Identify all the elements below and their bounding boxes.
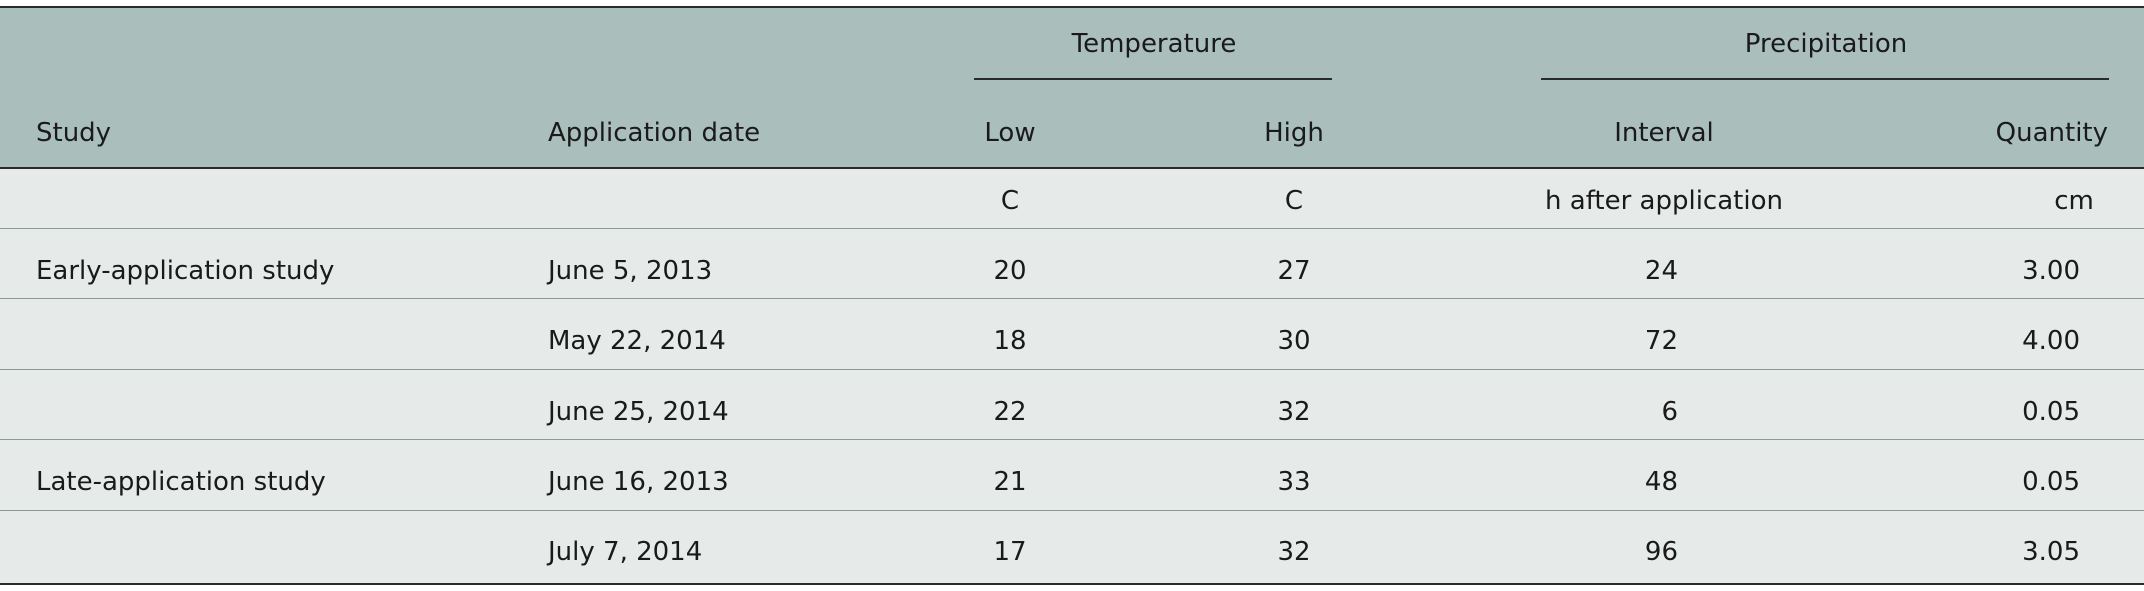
temperature-spanner-rule [974, 78, 1332, 80]
group-header-temperature: Temperature [1071, 29, 1237, 59]
table-bottom-rule [0, 583, 2144, 585]
column-header-application-date: Application date [548, 118, 761, 148]
cell-quantity: 3.05 [2022, 537, 2080, 567]
cell-interval: 24 [1644, 256, 1678, 286]
cell-low: 22 [993, 397, 1027, 427]
column-header-quantity: Quantity [1995, 118, 2108, 148]
cell-high: 33 [1277, 467, 1311, 497]
header-bottom-rule [0, 167, 2144, 169]
row-divider [0, 439, 2144, 440]
cell-high: 27 [1277, 256, 1311, 286]
cell-study: Late-application study [36, 467, 326, 497]
row-divider [0, 369, 2144, 370]
cell-date: June 16, 2013 [548, 467, 729, 497]
cell-high: 32 [1277, 397, 1311, 427]
cell-low: 18 [993, 326, 1027, 356]
cell-interval: 48 [1644, 467, 1678, 497]
row-divider [0, 298, 2144, 299]
cell-quantity: 0.05 [2022, 397, 2080, 427]
cell-interval: 96 [1644, 537, 1678, 567]
precipitation-spanner-rule [1541, 78, 2109, 80]
unit-quantity: cm [2054, 186, 2094, 216]
cell-low: 17 [993, 537, 1027, 567]
column-header-high: High [1264, 118, 1324, 148]
unit-interval: h after application [1545, 186, 1783, 216]
column-header-low: Low [984, 118, 1036, 148]
cell-quantity: 4.00 [2022, 326, 2080, 356]
column-header-study: Study [36, 118, 112, 148]
column-header-interval: Interval [1614, 118, 1714, 148]
cell-low: 21 [993, 467, 1027, 497]
cell-quantity: 3.00 [2022, 256, 2080, 286]
cell-high: 32 [1277, 537, 1311, 567]
cell-study: Early-application study [36, 256, 335, 286]
cell-interval: 6 [1661, 397, 1678, 427]
cell-date: June 5, 2013 [548, 256, 713, 286]
row-divider [0, 228, 2144, 229]
cell-date: May 22, 2014 [548, 326, 726, 356]
cell-quantity: 0.05 [2022, 467, 2080, 497]
cell-high: 30 [1277, 326, 1311, 356]
row-divider [0, 510, 2144, 511]
cell-low: 20 [993, 256, 1027, 286]
table-header [0, 6, 2144, 169]
cell-date: July 7, 2014 [548, 537, 703, 567]
unit-high: C [1284, 186, 1304, 216]
cell-interval: 72 [1644, 326, 1678, 356]
group-header-precipitation: Precipitation [1744, 29, 1908, 59]
cell-date: June 25, 2014 [548, 397, 729, 427]
unit-low: C [1000, 186, 1020, 216]
table-body [0, 167, 2144, 585]
